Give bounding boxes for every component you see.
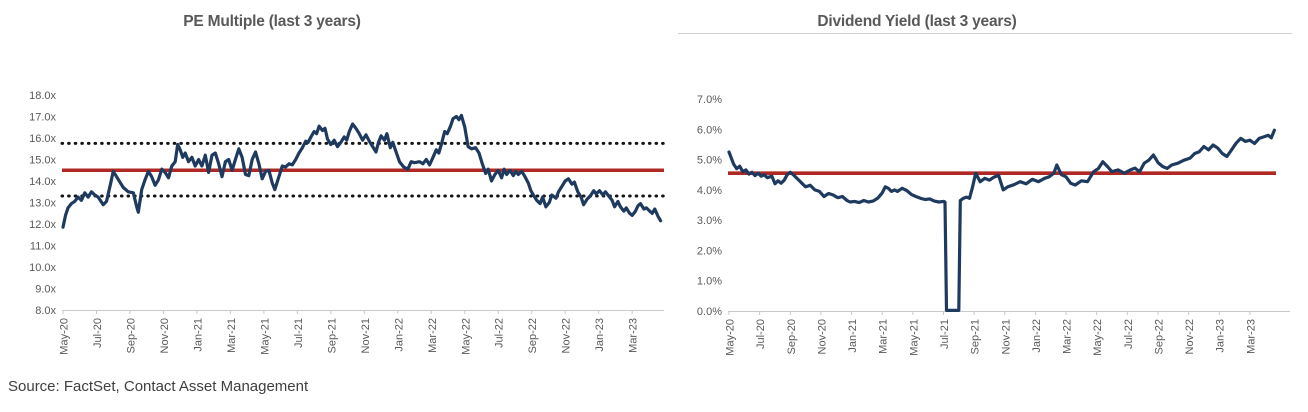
y-axis-label: 18.0x: [29, 90, 56, 102]
x-axis-label: Mar-23: [1245, 319, 1257, 354]
y-axis-label: 9.0x: [35, 284, 56, 296]
x-axis-label: May-20: [725, 319, 737, 356]
y-axis-label: 5.0%: [697, 155, 722, 167]
x-axis-label: Jan-22: [1031, 319, 1043, 353]
x-axis-label: Sep-21: [326, 318, 338, 353]
series-line: [727, 128, 1277, 312]
source-note: Source: FactSet, Contact Asset Managemen…: [8, 378, 309, 395]
x-axis-label: Mar-23: [628, 318, 640, 353]
x-axis-label: Jul-20: [755, 319, 767, 349]
x-axis-label: Mar-22: [427, 318, 439, 353]
x-axis-label: Nov-21: [1000, 319, 1012, 354]
x-axis-label: Jan-23: [594, 318, 606, 352]
x-axis-label: Mar-21: [878, 319, 890, 354]
x-axis-label: Sep-22: [1153, 319, 1165, 354]
y-axis-label: 8.0x: [35, 305, 56, 317]
x-axis-label: Sep-22: [527, 318, 539, 353]
y-axis-label: 3.0%: [697, 215, 722, 227]
x-axis-label: May-20: [59, 318, 71, 355]
y-axis-label: 10.0x: [29, 262, 56, 274]
x-axis-label: May-21: [908, 319, 920, 356]
x-axis-label: Jul-20: [92, 318, 104, 348]
y-axis-label: 7.0%: [697, 94, 722, 106]
y-axis-label: 13.0x: [29, 198, 56, 210]
x-axis-label: Jan-21: [847, 319, 859, 353]
x-axis-label: Jul-21: [293, 318, 305, 348]
x-axis-label: Nov-20: [816, 319, 828, 354]
y-axis-label: 11.0x: [30, 241, 57, 253]
x-axis-label: Jul-22: [494, 318, 506, 348]
x-axis-label: Jul-22: [1123, 319, 1135, 349]
y-axis-label: 16.0x: [29, 133, 56, 145]
y-axis-label: 4.0%: [697, 185, 722, 197]
series-line: [61, 113, 663, 229]
x-axis-label: Nov-22: [561, 318, 573, 353]
y-axis-label: 14.0x: [29, 176, 56, 188]
x-axis-label: Mar-22: [1062, 319, 1074, 354]
pe-multiple-chart: May-20 Jul-20 Sep-20 Nov-20 Jan-21 Mar-21 May-…: [29, 90, 666, 355]
x-axis-label: Sep-20: [125, 318, 137, 353]
dividend-yield-chart: May-20 Jul-20 Sep-20 Nov-20 Jan-21 Mar-21 May-…: [697, 94, 1290, 356]
y-axis-label: 2.0%: [697, 245, 722, 257]
y-axis-label: 1.0%: [697, 276, 722, 288]
x-axis-label: Jul-21: [939, 319, 951, 349]
x-axis-label: Jan-23: [1215, 319, 1227, 353]
y-axis-label: 0.0%: [697, 306, 722, 318]
x-axis-label: Nov-20: [159, 318, 171, 353]
right-chart-top-divider: [678, 33, 1292, 34]
y-axis-label: 6.0%: [697, 124, 722, 136]
y-axis-label: 17.0x: [29, 112, 56, 124]
x-axis-label: Mar-21: [226, 318, 238, 353]
x-axis-label: Sep-21: [970, 319, 982, 354]
x-axis-label: Jan-22: [393, 318, 405, 352]
x-axis-label: May-22: [1092, 319, 1104, 356]
y-axis-label: 12.0x: [29, 219, 56, 231]
pe-multiple-chart-title: PE Multiple (last 3 years): [183, 12, 361, 30]
x-axis-label: Sep-20: [786, 319, 798, 354]
x-axis-label: May-22: [460, 318, 472, 355]
x-axis-label: Nov-21: [360, 318, 372, 353]
x-axis-label: Nov-22: [1184, 319, 1196, 354]
y-axis-label: 15.0x: [29, 155, 56, 167]
dividend-yield-chart-title: Dividend Yield (last 3 years): [817, 12, 1017, 30]
x-axis-label: May-21: [259, 318, 271, 355]
x-axis-label: Jan-21: [192, 318, 204, 352]
